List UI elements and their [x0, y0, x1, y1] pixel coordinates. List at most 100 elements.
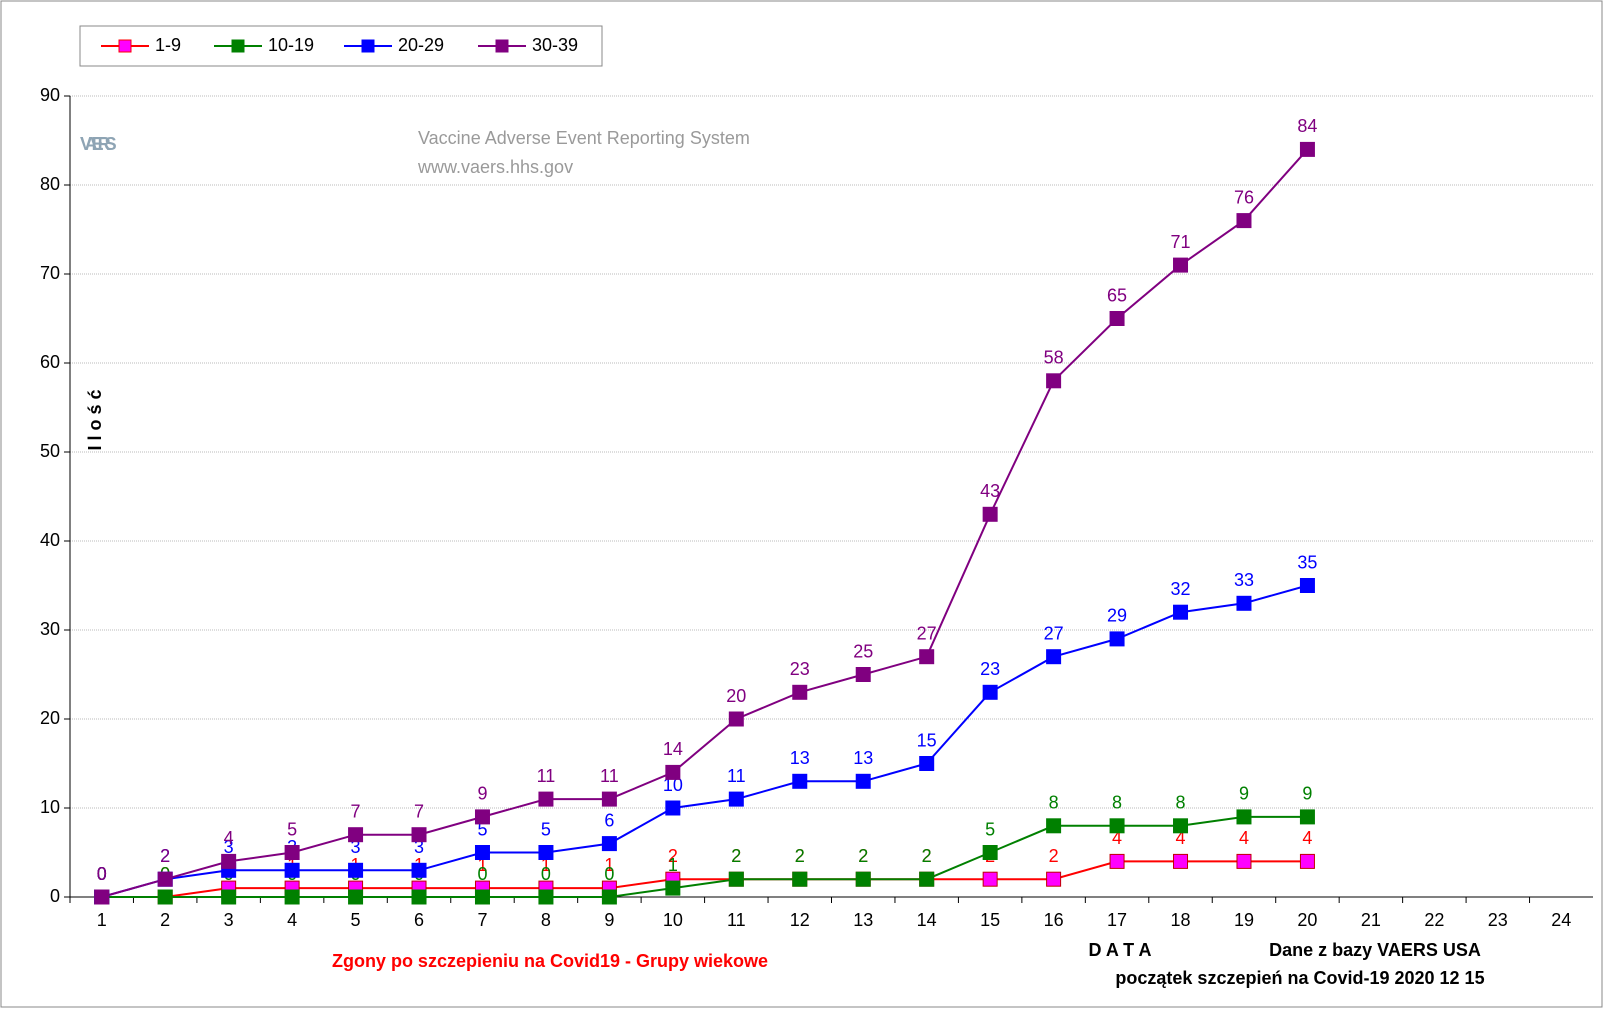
marker: [474, 845, 490, 860]
legend-marker: [118, 39, 132, 53]
data-label: 15: [917, 730, 937, 750]
x-tick-label: 18: [1171, 910, 1191, 930]
x-tick-label: 3: [224, 910, 234, 930]
y-tick-label: 70: [40, 263, 60, 283]
marker: [538, 889, 554, 905]
data-label: 2: [731, 846, 741, 866]
legend-label: 10-19: [268, 35, 314, 55]
marker: [601, 791, 617, 807]
data-label: 2: [668, 846, 678, 866]
marker: [284, 862, 300, 878]
marker: [411, 889, 427, 905]
data-label: 84: [1297, 116, 1317, 136]
data-label: 0: [97, 864, 107, 884]
data-label: 2: [160, 846, 170, 866]
marker: [538, 845, 554, 860]
x-tick-label: 14: [917, 910, 937, 930]
x-tick-label: 7: [477, 910, 487, 930]
data-label: 9: [477, 784, 487, 804]
marker: [919, 649, 935, 665]
x-tick-label: 20: [1297, 910, 1317, 930]
data-label: 65: [1107, 285, 1127, 305]
y-tick-label: 80: [40, 174, 60, 194]
data-label: 2: [858, 846, 868, 866]
data-label: 32: [1171, 579, 1191, 599]
marker: [474, 889, 490, 905]
marker: [665, 800, 681, 816]
x-tick-label: 21: [1361, 910, 1381, 930]
data-label: 5: [541, 819, 551, 839]
marker: [919, 756, 935, 771]
y-tick-label: 30: [40, 619, 60, 639]
marker: [157, 871, 173, 887]
data-label: 43: [980, 481, 1000, 501]
data-label: 2: [858, 846, 868, 866]
x-tick-label: 2: [160, 910, 170, 930]
data-label: 2: [922, 846, 932, 866]
data-label: 9: [1302, 784, 1312, 804]
data-label: 4: [1239, 828, 1249, 848]
data-label: 13: [853, 748, 873, 768]
series-line: [101, 584, 1308, 898]
series-line: [101, 148, 1309, 898]
data-label: 3: [351, 837, 361, 857]
marker: [1046, 373, 1062, 389]
x-tick-label: 11: [727, 910, 746, 930]
marker: [982, 684, 998, 700]
x-tick-label: 17: [1107, 910, 1127, 930]
marker: [665, 880, 681, 896]
marker: [474, 809, 490, 825]
data-label: 27: [1044, 623, 1064, 643]
marker: [1046, 818, 1062, 834]
data-label: 0: [97, 864, 107, 884]
marker: [1109, 818, 1125, 834]
data-label: 2: [795, 846, 805, 866]
marker: [284, 889, 300, 905]
data-label: 4: [224, 828, 234, 848]
legend-marker: [495, 39, 509, 53]
marker: [221, 889, 237, 905]
data-label: 5: [287, 819, 297, 839]
data-label: 5: [985, 819, 995, 839]
marker: [1173, 853, 1189, 869]
x-tick-label: 15: [980, 910, 1000, 930]
marker: [94, 889, 110, 905]
data-label: 3: [414, 837, 424, 857]
marker: [855, 773, 871, 789]
data-label: 9: [1239, 784, 1249, 804]
watermark-name: Vaccine Adverse Event Reporting System: [418, 128, 750, 148]
marker: [1109, 631, 1125, 647]
marker: [1173, 257, 1189, 273]
data-label: 2: [1049, 846, 1059, 866]
marker: [284, 845, 300, 860]
marker: [1046, 649, 1062, 665]
x-tick-label: 10: [663, 910, 683, 930]
data-label: 1: [668, 855, 678, 875]
x-tick-label: 1: [97, 910, 107, 930]
x-tick-label: 4: [287, 910, 297, 930]
y-tick-label: 20: [40, 708, 60, 728]
x-axis-label: D A T A: [1089, 940, 1152, 960]
marker: [1046, 871, 1062, 887]
marker: [411, 862, 427, 878]
x-tick-label: 19: [1234, 910, 1254, 930]
data-label: 2: [731, 846, 741, 866]
legend-label: 20-29: [398, 35, 444, 55]
data-label: 0: [97, 864, 107, 884]
y-tick-label: 40: [40, 530, 60, 550]
data-label: 20: [726, 686, 746, 706]
y-tick-label: 90: [40, 85, 60, 105]
x-tick-label: 24: [1551, 910, 1571, 930]
marker: [1299, 809, 1315, 825]
marker: [982, 506, 998, 522]
data-label: 2: [922, 846, 932, 866]
marker: [982, 871, 998, 887]
x-tick-label: 16: [1044, 910, 1064, 930]
data-label: 25: [853, 641, 873, 661]
data-label: 29: [1107, 606, 1127, 626]
y-tick-label: 50: [40, 441, 60, 461]
x-tick-label: 6: [414, 910, 424, 930]
annotation: początek szczepień na Covid-19 2020 12 1…: [1115, 968, 1484, 988]
legend-label: 30-39: [532, 35, 578, 55]
